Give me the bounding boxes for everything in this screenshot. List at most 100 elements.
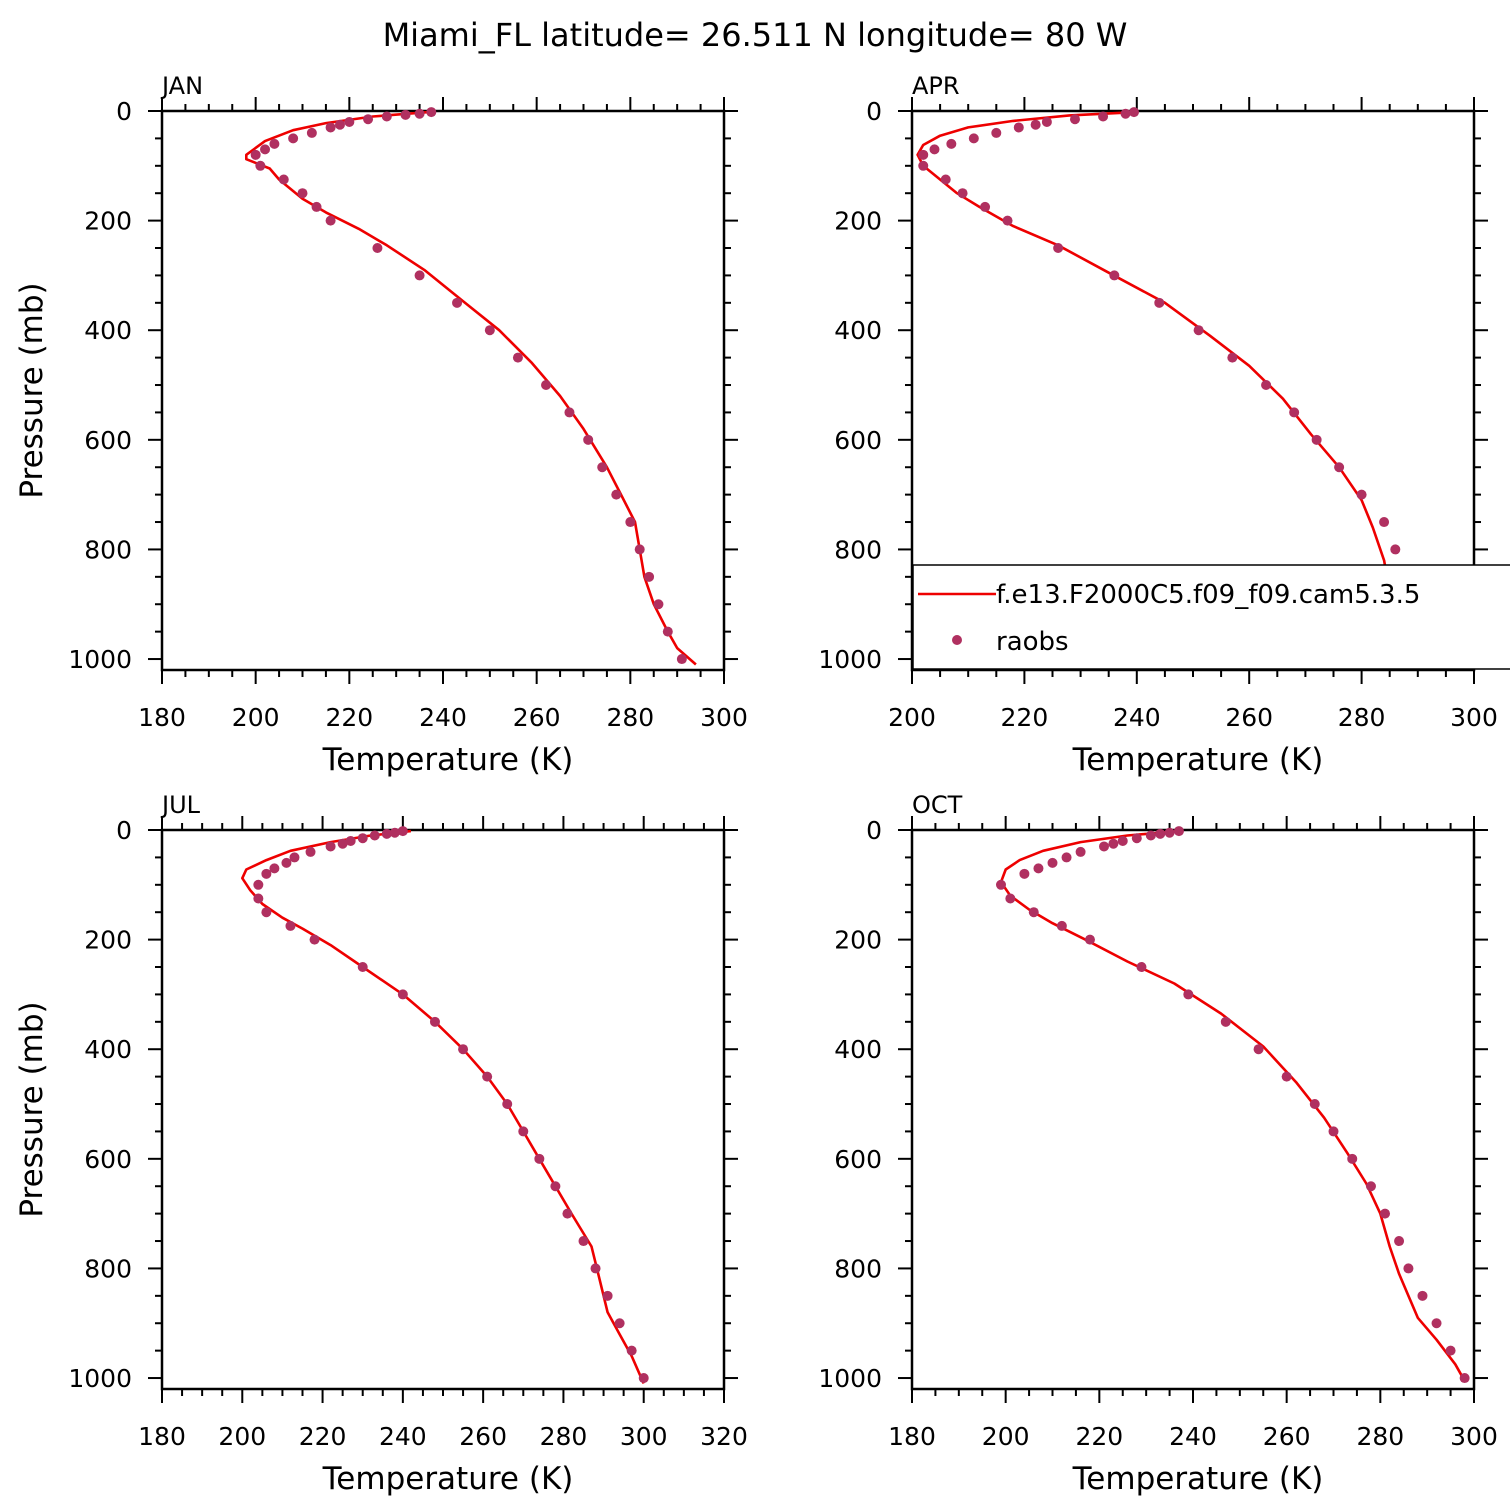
panels-group: JAN 180 200 220 240 260 280 300 0 200 400 600 800 100…: [14, 72, 1510, 1497]
y-tick-label: 200: [84, 207, 132, 236]
y-tick-label: 200: [834, 926, 882, 955]
obs-point-oct: [1347, 1153, 1358, 1164]
y-tick-label: 0: [866, 816, 882, 845]
obs-point-oct: [1220, 1016, 1231, 1027]
obs-point-jul: [550, 1181, 561, 1192]
obs-point-jul: [309, 934, 320, 945]
obs-point-jul: [614, 1318, 625, 1329]
x-tick-label: 200: [232, 703, 280, 732]
obs-point-jan: [564, 407, 575, 418]
obs-point-apr: [1030, 119, 1041, 130]
y-tick-label: 400: [84, 1035, 132, 1064]
obs-point-apr: [918, 160, 929, 171]
x-tick-label: 200: [888, 703, 936, 732]
obs-point-apr: [1193, 325, 1204, 336]
x-axis-title: Temperature (K): [322, 742, 574, 778]
obs-point-jan: [625, 517, 636, 528]
obs-point-jan: [634, 544, 645, 555]
obs-point-jul: [389, 827, 400, 838]
y-tick-label: 0: [866, 97, 882, 126]
x-tick-label: 240: [1169, 1422, 1217, 1451]
obs-point-jan: [452, 297, 463, 308]
obs-point-apr: [1334, 462, 1345, 473]
x-tick-label: 280: [540, 1422, 588, 1451]
obs-point-jul: [397, 826, 408, 837]
obs-point-apr: [1311, 434, 1322, 445]
panel-label-apr: APR: [912, 72, 960, 100]
obs-point-jan: [297, 188, 308, 199]
obs-point-jul: [534, 1153, 545, 1164]
model-line-jan: [245, 110, 697, 666]
obs-point-apr: [946, 138, 957, 149]
x-tick-label: 220: [1075, 1422, 1123, 1451]
obs-point-oct: [1328, 1126, 1339, 1137]
obs-point-oct: [1108, 838, 1119, 849]
figure-title: Miami_FL latitude= 26.511 N longitude= 8…: [383, 16, 1128, 54]
obs-point-apr: [1053, 243, 1064, 254]
x-tick-label: 240: [379, 1422, 427, 1451]
panel-jul: JUL 180 200 220 240 260 280 300 320 0 200 400 600 800…: [14, 791, 748, 1497]
obs-point-jul: [289, 852, 300, 863]
obs-point-oct: [1253, 1044, 1264, 1055]
x-tick-label: 240: [419, 703, 467, 732]
obs-point-apr: [1120, 108, 1131, 119]
obs-point-jan: [325, 122, 336, 133]
obs-point-jan: [250, 149, 261, 160]
x-tick-label: 180: [888, 1422, 936, 1451]
obs-point-apr: [968, 133, 979, 144]
x-tick-label: 280: [606, 703, 654, 732]
obs-point-jul: [602, 1290, 613, 1301]
x-tick-label: 220: [325, 703, 373, 732]
y-tick-label: 800: [84, 535, 132, 564]
legend-box: [912, 564, 1510, 670]
obs-point-jan: [644, 571, 655, 582]
x-axis-title: Temperature (K): [322, 1461, 574, 1497]
obs-point-apr: [1098, 111, 1109, 122]
obs-point-apr: [957, 188, 968, 199]
obs-point-oct: [1019, 868, 1030, 879]
obs-point-jul: [502, 1099, 513, 1110]
x-tick-label: 260: [1225, 703, 1273, 732]
x-tick-label: 260: [459, 1422, 507, 1451]
obs-point-apr: [940, 174, 951, 185]
obs-point-jul: [269, 863, 280, 874]
y-tick-label: 0: [116, 816, 132, 845]
y-tick-label: 200: [834, 207, 882, 236]
y-tick-label: 400: [84, 316, 132, 345]
x-tick-label: 300: [700, 703, 748, 732]
obs-point-jul: [345, 835, 356, 846]
obs-point-apr: [1390, 544, 1401, 555]
obs-point-apr: [991, 127, 1002, 138]
plot-frame-jan: [160, 109, 726, 672]
model-line-jul: [241, 829, 645, 1385]
obs-point-oct: [1403, 1263, 1414, 1274]
panel-label-oct: OCT: [912, 791, 963, 819]
obs-point-apr: [929, 144, 940, 155]
obs-point-oct: [1155, 828, 1166, 839]
legend-model-label: f.e13.F2000C5.f09_f09.cam5.3.5: [996, 580, 1420, 610]
obs-point-jul: [482, 1071, 493, 1082]
obs-point-jan: [306, 127, 317, 138]
y-tick-label: 400: [834, 1035, 882, 1064]
x-tick-label: 220: [1001, 703, 1049, 732]
obs-point-jan: [662, 626, 673, 637]
x-tick-label: 280: [1356, 1422, 1404, 1451]
x-tick-label: 240: [1113, 703, 1161, 732]
x-tick-label: 180: [138, 1422, 186, 1451]
obs-point-jan: [372, 243, 383, 254]
obs-point-apr: [980, 201, 991, 212]
x-tick-label: 260: [513, 703, 561, 732]
obs-point-jul: [562, 1208, 573, 1219]
obs-point-jan: [611, 489, 622, 500]
y-tick-label: 800: [834, 535, 882, 564]
obs-point-apr: [1227, 352, 1238, 363]
x-tick-label: 300: [1450, 703, 1498, 732]
panel-apr: APR 200 220 240 260 280 300 0 200 400 600 800 1000 Te…: [818, 72, 1497, 778]
y-tick-label: 1000: [68, 1364, 132, 1393]
obs-point-jul: [285, 920, 296, 931]
obs-point-jul: [381, 828, 392, 839]
obs-point-jul: [281, 857, 292, 868]
obs-point-jul: [253, 879, 264, 890]
obs-point-jan: [269, 138, 280, 149]
obs-point-jul: [261, 868, 272, 879]
